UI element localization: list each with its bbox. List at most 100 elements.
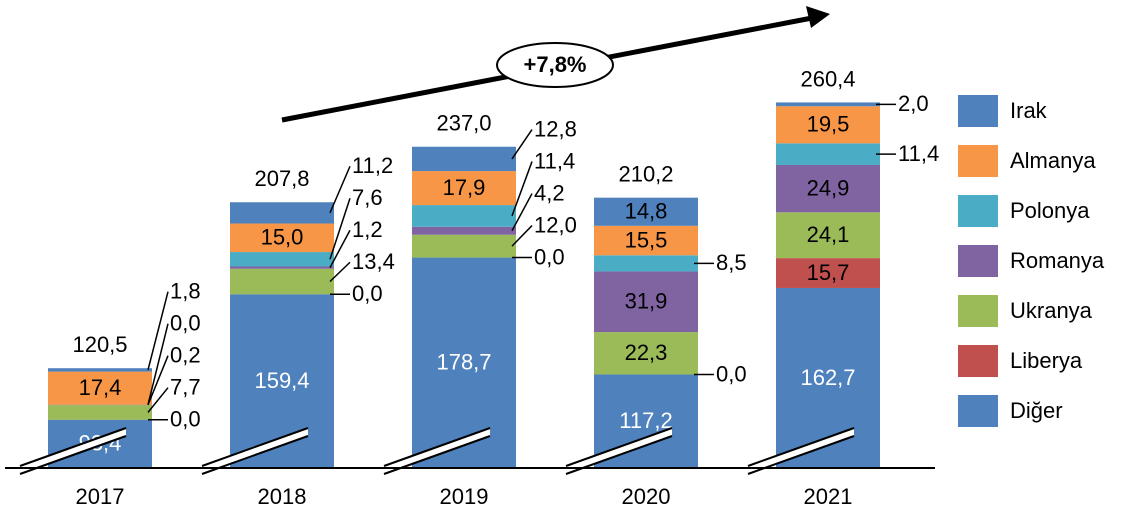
bar-segment	[48, 405, 152, 420]
axis-break-line	[201, 427, 309, 467]
legend-swatch	[958, 195, 998, 227]
value-label: 15,0	[261, 225, 304, 250]
value-label: 1,2	[352, 217, 383, 242]
bar-segment	[48, 368, 152, 372]
value-label: 11,4	[898, 141, 939, 166]
value-label: 0,0	[170, 311, 201, 336]
bar-segment	[776, 212, 880, 259]
total-label: 210,2	[618, 161, 673, 186]
leader-line	[511, 225, 533, 247]
value-label: 13,4	[352, 249, 395, 274]
bar-segment	[230, 266, 334, 269]
legend-label: Romanya	[1010, 248, 1105, 273]
value-label: 0,0	[716, 361, 747, 386]
value-label: 0,2	[170, 343, 201, 368]
total-label: 120,5	[72, 332, 127, 357]
value-label: 11,4	[534, 148, 575, 173]
bar-segment	[594, 271, 698, 333]
value-label: 15,7	[807, 260, 850, 285]
value-label: 7,6	[352, 185, 383, 210]
axis-break	[202, 428, 308, 474]
bar-segment	[230, 202, 334, 224]
bar-segment	[776, 143, 880, 165]
bar-segment	[776, 106, 880, 144]
leader-line	[147, 387, 169, 413]
legend-label: Diğer	[1010, 398, 1063, 423]
legend-swatch	[958, 95, 998, 127]
leader-line	[511, 129, 533, 160]
bar-segment	[412, 146, 516, 172]
bar-segment	[48, 371, 152, 405]
bar-segment	[594, 332, 698, 375]
value-label: 159,4	[254, 368, 309, 393]
legend-swatch	[958, 245, 998, 277]
axis-break	[748, 428, 854, 474]
x-tick-label: 2021	[804, 484, 853, 509]
bar-segment	[776, 258, 880, 288]
bar-segment	[412, 171, 516, 206]
value-label: 14,8	[625, 199, 668, 224]
bar-segment	[230, 268, 334, 295]
leader-line	[511, 161, 533, 217]
value-label: 1,8	[170, 279, 201, 304]
bar-segment	[594, 255, 698, 272]
value-label: 31,9	[625, 289, 668, 314]
leader-line	[147, 323, 169, 405]
legend-label: Liberya	[1010, 348, 1083, 373]
legend-swatch	[958, 395, 998, 427]
value-label: 17,9	[443, 175, 486, 200]
bar-segment	[412, 257, 516, 468]
legend-swatch	[958, 295, 998, 327]
axis-break-line	[747, 427, 855, 467]
trend-arrow: +7,8%	[281, 6, 830, 123]
legend-swatch	[958, 345, 998, 377]
value-label: 117,2	[619, 408, 672, 433]
value-label: 24,9	[807, 175, 850, 200]
value-label: 17,4	[79, 375, 122, 400]
x-tick-label: 2020	[622, 484, 671, 509]
legend-swatch	[958, 145, 998, 177]
bar-segment	[776, 164, 880, 213]
value-label: 12,0	[534, 212, 577, 237]
value-label: 0,0	[352, 281, 383, 306]
leader-line	[147, 355, 169, 406]
value-label: 12,8	[534, 116, 577, 141]
legend-label: Polonya	[1010, 198, 1090, 223]
total-label: 237,0	[436, 111, 491, 136]
value-label: 24,1	[807, 222, 850, 247]
value-label: 2,0	[898, 91, 929, 116]
leader-line	[329, 229, 351, 268]
leader-line	[329, 261, 351, 283]
x-tick-label: 2019	[440, 484, 489, 509]
axis-break	[566, 428, 672, 474]
value-label: 0,0	[170, 407, 201, 432]
value-label: 19,5	[807, 112, 850, 137]
axis-break-line	[19, 427, 127, 467]
bar-segment	[412, 205, 516, 227]
leader-line	[511, 193, 533, 232]
leader-line	[329, 198, 351, 260]
annotation: +7,8%	[524, 52, 587, 77]
value-label: 15,5	[625, 227, 668, 252]
bar-segment	[230, 223, 334, 253]
total-label: 260,4	[800, 66, 855, 91]
value-label: 22,3	[625, 340, 668, 365]
value-label: 8,5	[716, 250, 747, 275]
axis-break-line	[383, 427, 491, 467]
value-label: 0,0	[534, 244, 565, 269]
bar-segment	[412, 226, 516, 235]
bar-segment	[594, 197, 698, 226]
axis-break	[384, 428, 490, 474]
legend-label: Ukranya	[1010, 298, 1093, 323]
legend-label: Almanya	[1010, 148, 1096, 173]
value-label: 178,7	[436, 350, 491, 375]
bar-segment	[594, 225, 698, 256]
x-tick-label: 2018	[258, 484, 307, 509]
axis-break-line	[565, 427, 673, 467]
bar-segment	[412, 234, 516, 258]
value-label: 7,7	[170, 375, 201, 400]
legend-label: Irak	[1010, 98, 1048, 123]
bar-segment	[230, 252, 334, 267]
x-tick-label: 2017	[76, 484, 125, 509]
